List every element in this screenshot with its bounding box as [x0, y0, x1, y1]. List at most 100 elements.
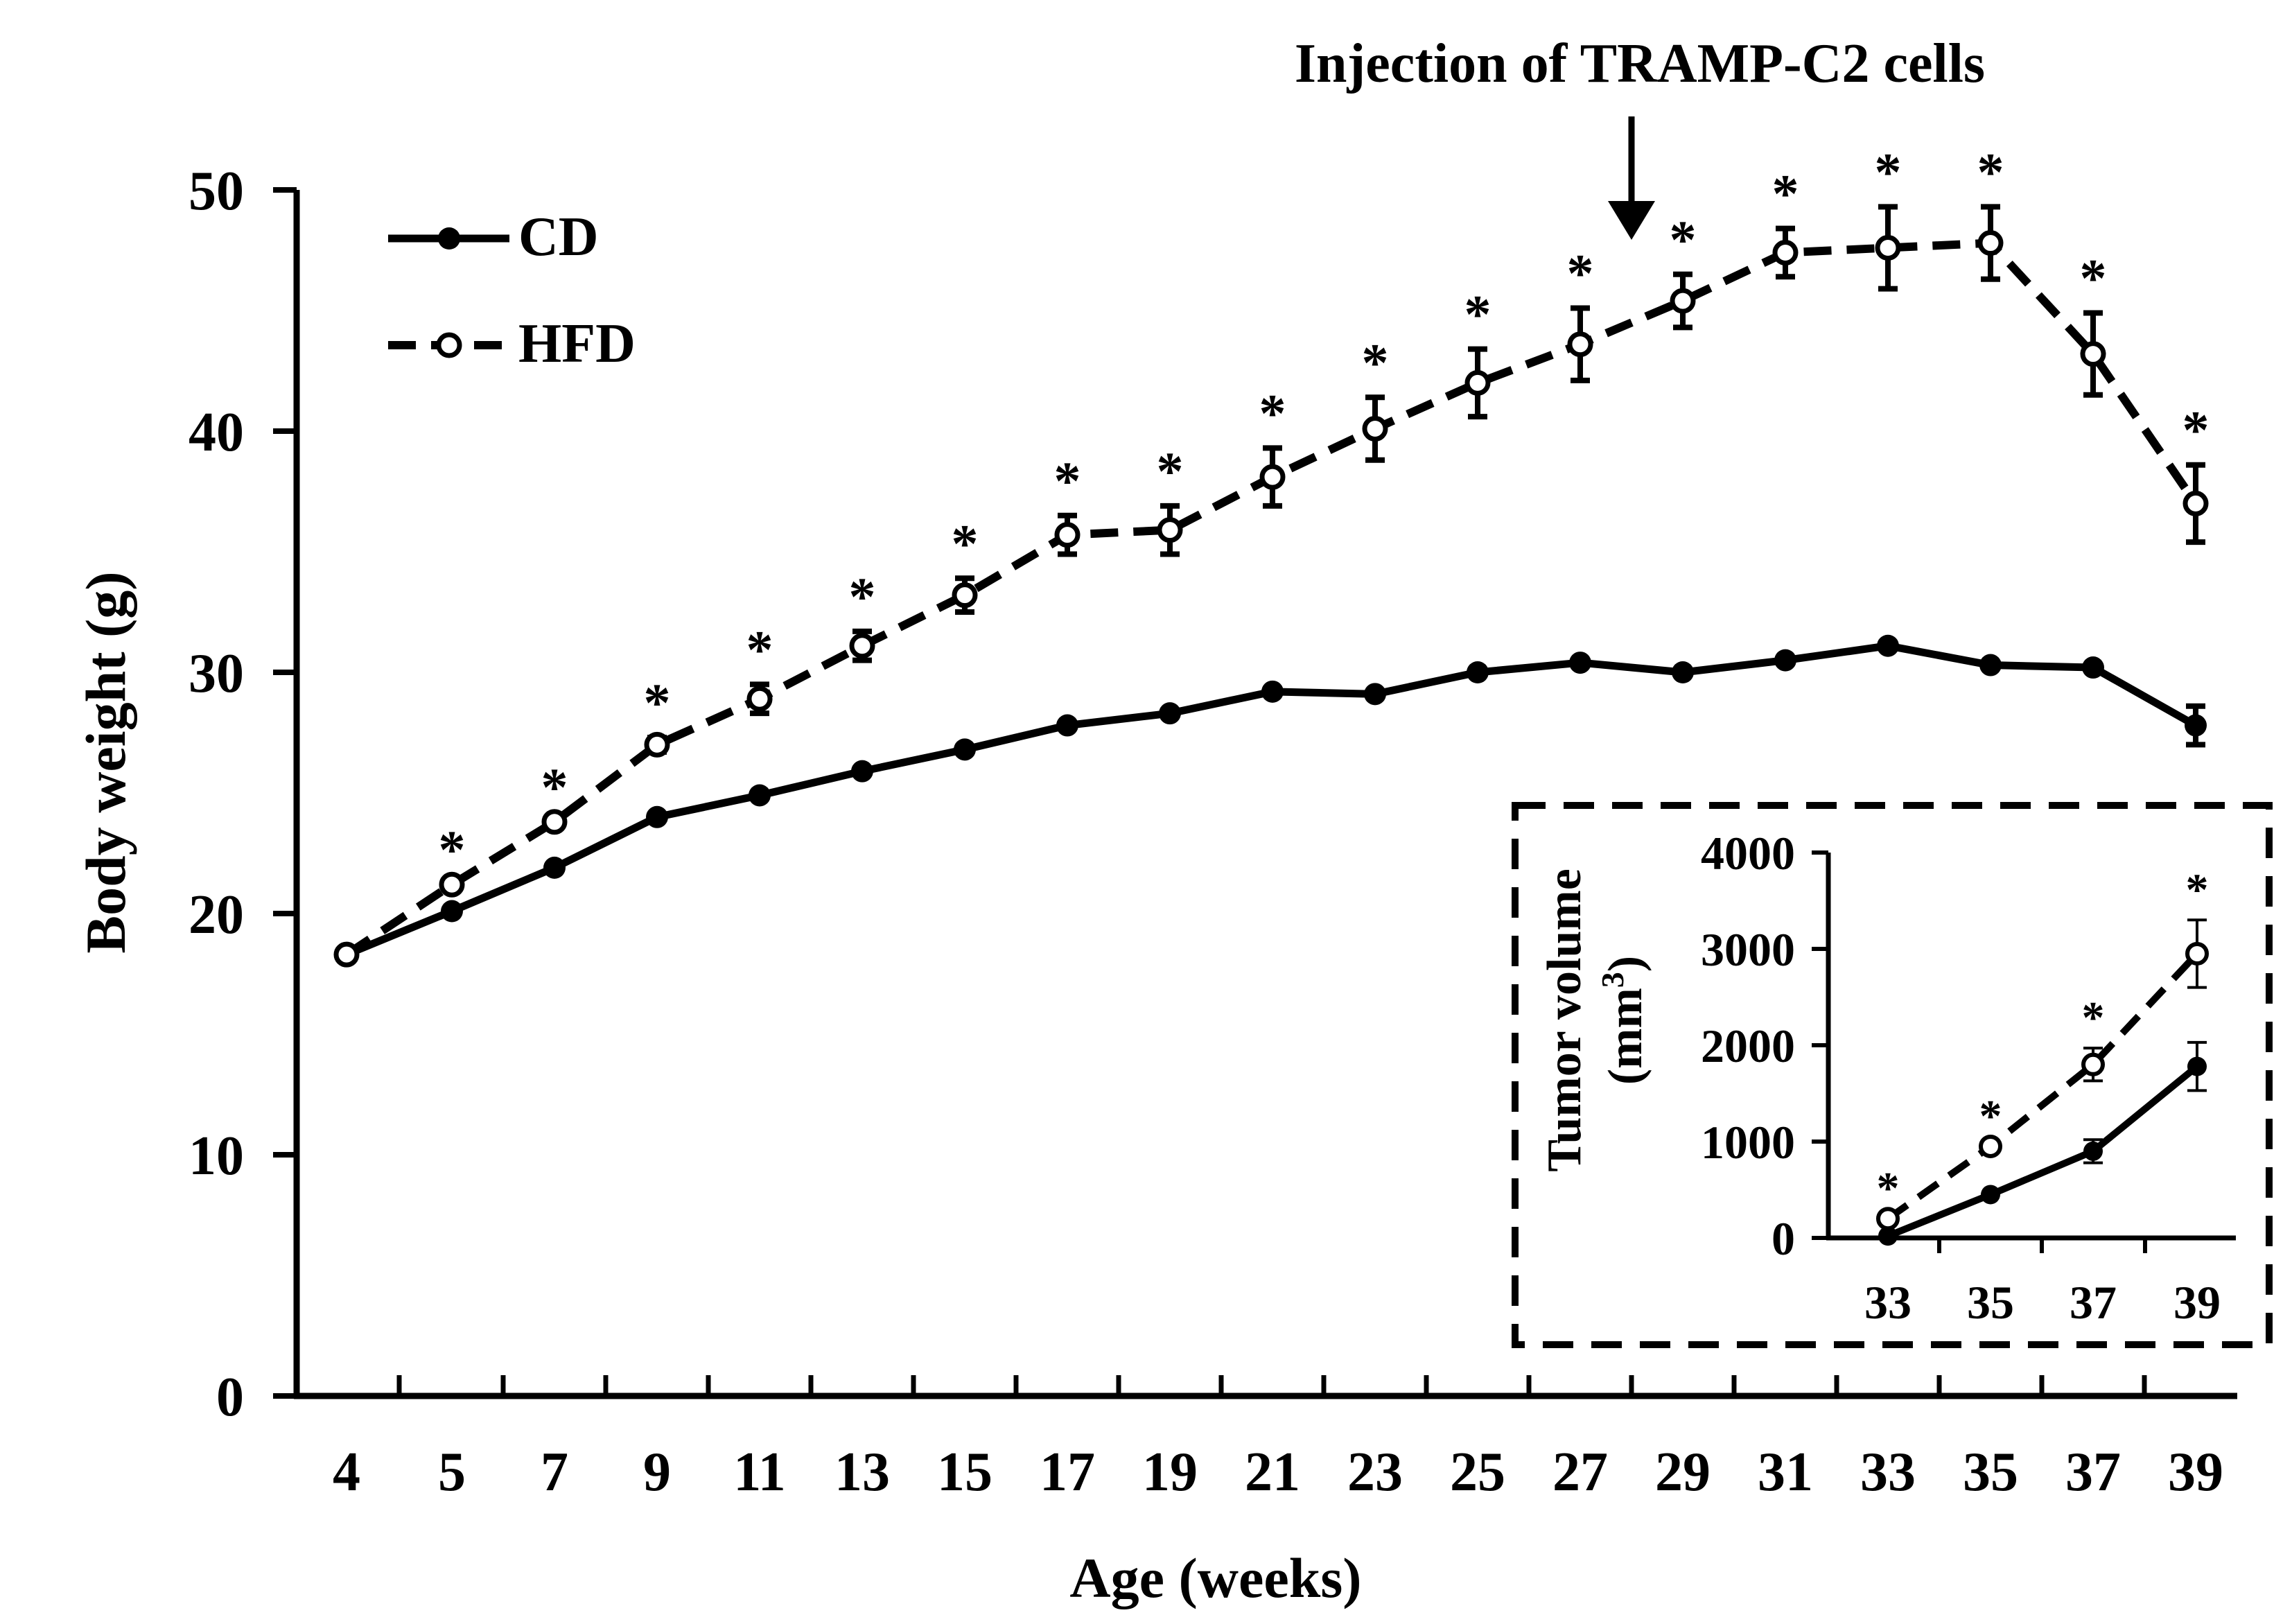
inset-x-tick-label: 39 [2173, 1276, 2221, 1329]
significance-star: * [2080, 247, 2107, 308]
x-axis-label: Age (weeks) [1069, 1546, 1361, 1609]
inset-x-tick-label: 33 [1864, 1276, 1912, 1329]
data-point-cd [1467, 661, 1489, 683]
data-point-cd [1774, 649, 1796, 672]
data-point-cd [749, 784, 771, 807]
x-tick-label: 29 [1655, 1442, 1711, 1503]
injection-annotation: Injection of TRAMP-C2 cells [1295, 33, 1985, 94]
inset-x-tick-label: 35 [1967, 1276, 2014, 1329]
x-tick-label: 15 [937, 1442, 992, 1503]
significance-star: * [1362, 332, 1389, 392]
significance-star: * [439, 819, 466, 880]
x-tick-label: 5 [438, 1442, 466, 1503]
data-point-cd [1672, 661, 1694, 683]
data-point-cd [2082, 656, 2104, 679]
inset-data-point-cd [1878, 1226, 1898, 1246]
x-tick-label: 19 [1142, 1442, 1198, 1503]
x-tick-label: 21 [1245, 1442, 1300, 1503]
inset-y-tick-label: 2000 [1701, 1020, 1795, 1072]
inset-y-tick-label: 1000 [1701, 1116, 1795, 1169]
x-tick-label: 33 [1860, 1442, 1916, 1503]
data-point-cd [1056, 714, 1078, 737]
data-point-cd [851, 760, 873, 783]
data-point-hfd [1157, 517, 1183, 543]
inset-significance-star: * [2186, 864, 2209, 915]
data-point-hfd [1875, 235, 1901, 261]
data-point-hfd [1362, 416, 1388, 442]
data-point-hfd [2080, 341, 2106, 367]
inset-y-axis-label-line2: (mm3) [1595, 956, 1652, 1085]
data-point-hfd [1977, 230, 2004, 256]
data-point-cd [1569, 652, 1591, 674]
x-tick-label: 23 [1347, 1442, 1403, 1503]
y-tick-label: 50 [189, 161, 244, 222]
data-point-cd [646, 805, 668, 828]
data-point-hfd [952, 582, 978, 609]
significance-star: * [1259, 383, 1286, 443]
inset-border [1512, 802, 2273, 1348]
significance-star: * [1567, 243, 1594, 304]
y-tick-label: 20 [189, 884, 244, 945]
x-tick-label: 27 [1552, 1442, 1608, 1503]
legend-marker-hfd [436, 332, 462, 358]
significance-star: * [849, 566, 876, 627]
significance-star: * [1670, 209, 1697, 270]
y-tick-label: 10 [189, 1126, 244, 1187]
inset-y-axis-unit: (mm [1599, 988, 1652, 1085]
data-point-cd [1364, 683, 1386, 706]
data-point-hfd [849, 633, 875, 659]
data-point-cd [1261, 680, 1284, 703]
inset-data-point-hfd [2185, 941, 2209, 966]
x-tick-label: 25 [1450, 1442, 1505, 1503]
x-tick-label: 11 [733, 1442, 786, 1503]
injection-arrow-head [1608, 201, 1655, 240]
data-point-hfd [1054, 522, 1081, 548]
inset-significance-star: * [1877, 1163, 1900, 1214]
data-point-hfd [1772, 239, 1799, 265]
x-tick-label: 37 [2065, 1442, 2121, 1503]
data-point-hfd [439, 871, 465, 898]
inset-series-line-cd [1887, 1063, 2200, 1239]
inset-data-point-cd [1981, 1185, 2000, 1205]
inset-y-axis-unit-sup: 3 [1595, 972, 1630, 988]
significance-star: * [1875, 141, 1902, 202]
significance-star: * [952, 513, 979, 573]
legend-marker-cd [438, 227, 460, 250]
data-point-hfd [333, 941, 360, 968]
inset-x-tick-label: 37 [2070, 1276, 2117, 1329]
x-tick-label: 9 [643, 1442, 671, 1503]
inset-y-tick-label: 0 [1772, 1212, 1795, 1265]
data-point-cd [2185, 714, 2207, 737]
inset-data-point-hfd [1979, 1134, 2002, 1158]
y-tick-label: 30 [189, 643, 244, 704]
data-point-cd [1979, 654, 2002, 676]
significance-star: * [1464, 284, 1491, 344]
significance-star: * [644, 672, 671, 733]
significance-star: * [1157, 441, 1184, 501]
inset-data-point-hfd [2081, 1052, 2105, 1076]
significance-star: * [541, 757, 568, 817]
data-point-cd [954, 738, 976, 761]
x-tick-label: 31 [1758, 1442, 1813, 1503]
y-axis-label: Body weight (g) [74, 571, 137, 953]
inset-significance-star: * [1979, 1091, 2002, 1142]
inset-y-tick-label: 4000 [1701, 827, 1795, 880]
data-point-hfd [644, 731, 670, 758]
legend-label-cd: CD [518, 207, 599, 268]
x-tick-label: 7 [541, 1442, 568, 1503]
inset-y-tick-label: 3000 [1701, 923, 1795, 976]
data-point-hfd [1670, 288, 1696, 314]
inset-data-point-cd [2187, 1056, 2207, 1076]
x-tick-label: 13 [834, 1442, 890, 1503]
data-point-hfd [1464, 369, 1491, 396]
significance-star: * [1054, 451, 1081, 511]
significance-star: * [746, 619, 773, 679]
inset-series-line-hfd [1886, 951, 2200, 1222]
inset-y-axis-label-line1: Tumor volume [1538, 868, 1591, 1172]
data-point-hfd [1259, 464, 1286, 490]
inset-significance-star: * [2082, 993, 2105, 1043]
data-point-hfd [541, 809, 568, 835]
data-point-cd [1159, 702, 1181, 725]
y-tick-label: 40 [189, 402, 244, 463]
inset-data-point-cd [2083, 1141, 2103, 1161]
